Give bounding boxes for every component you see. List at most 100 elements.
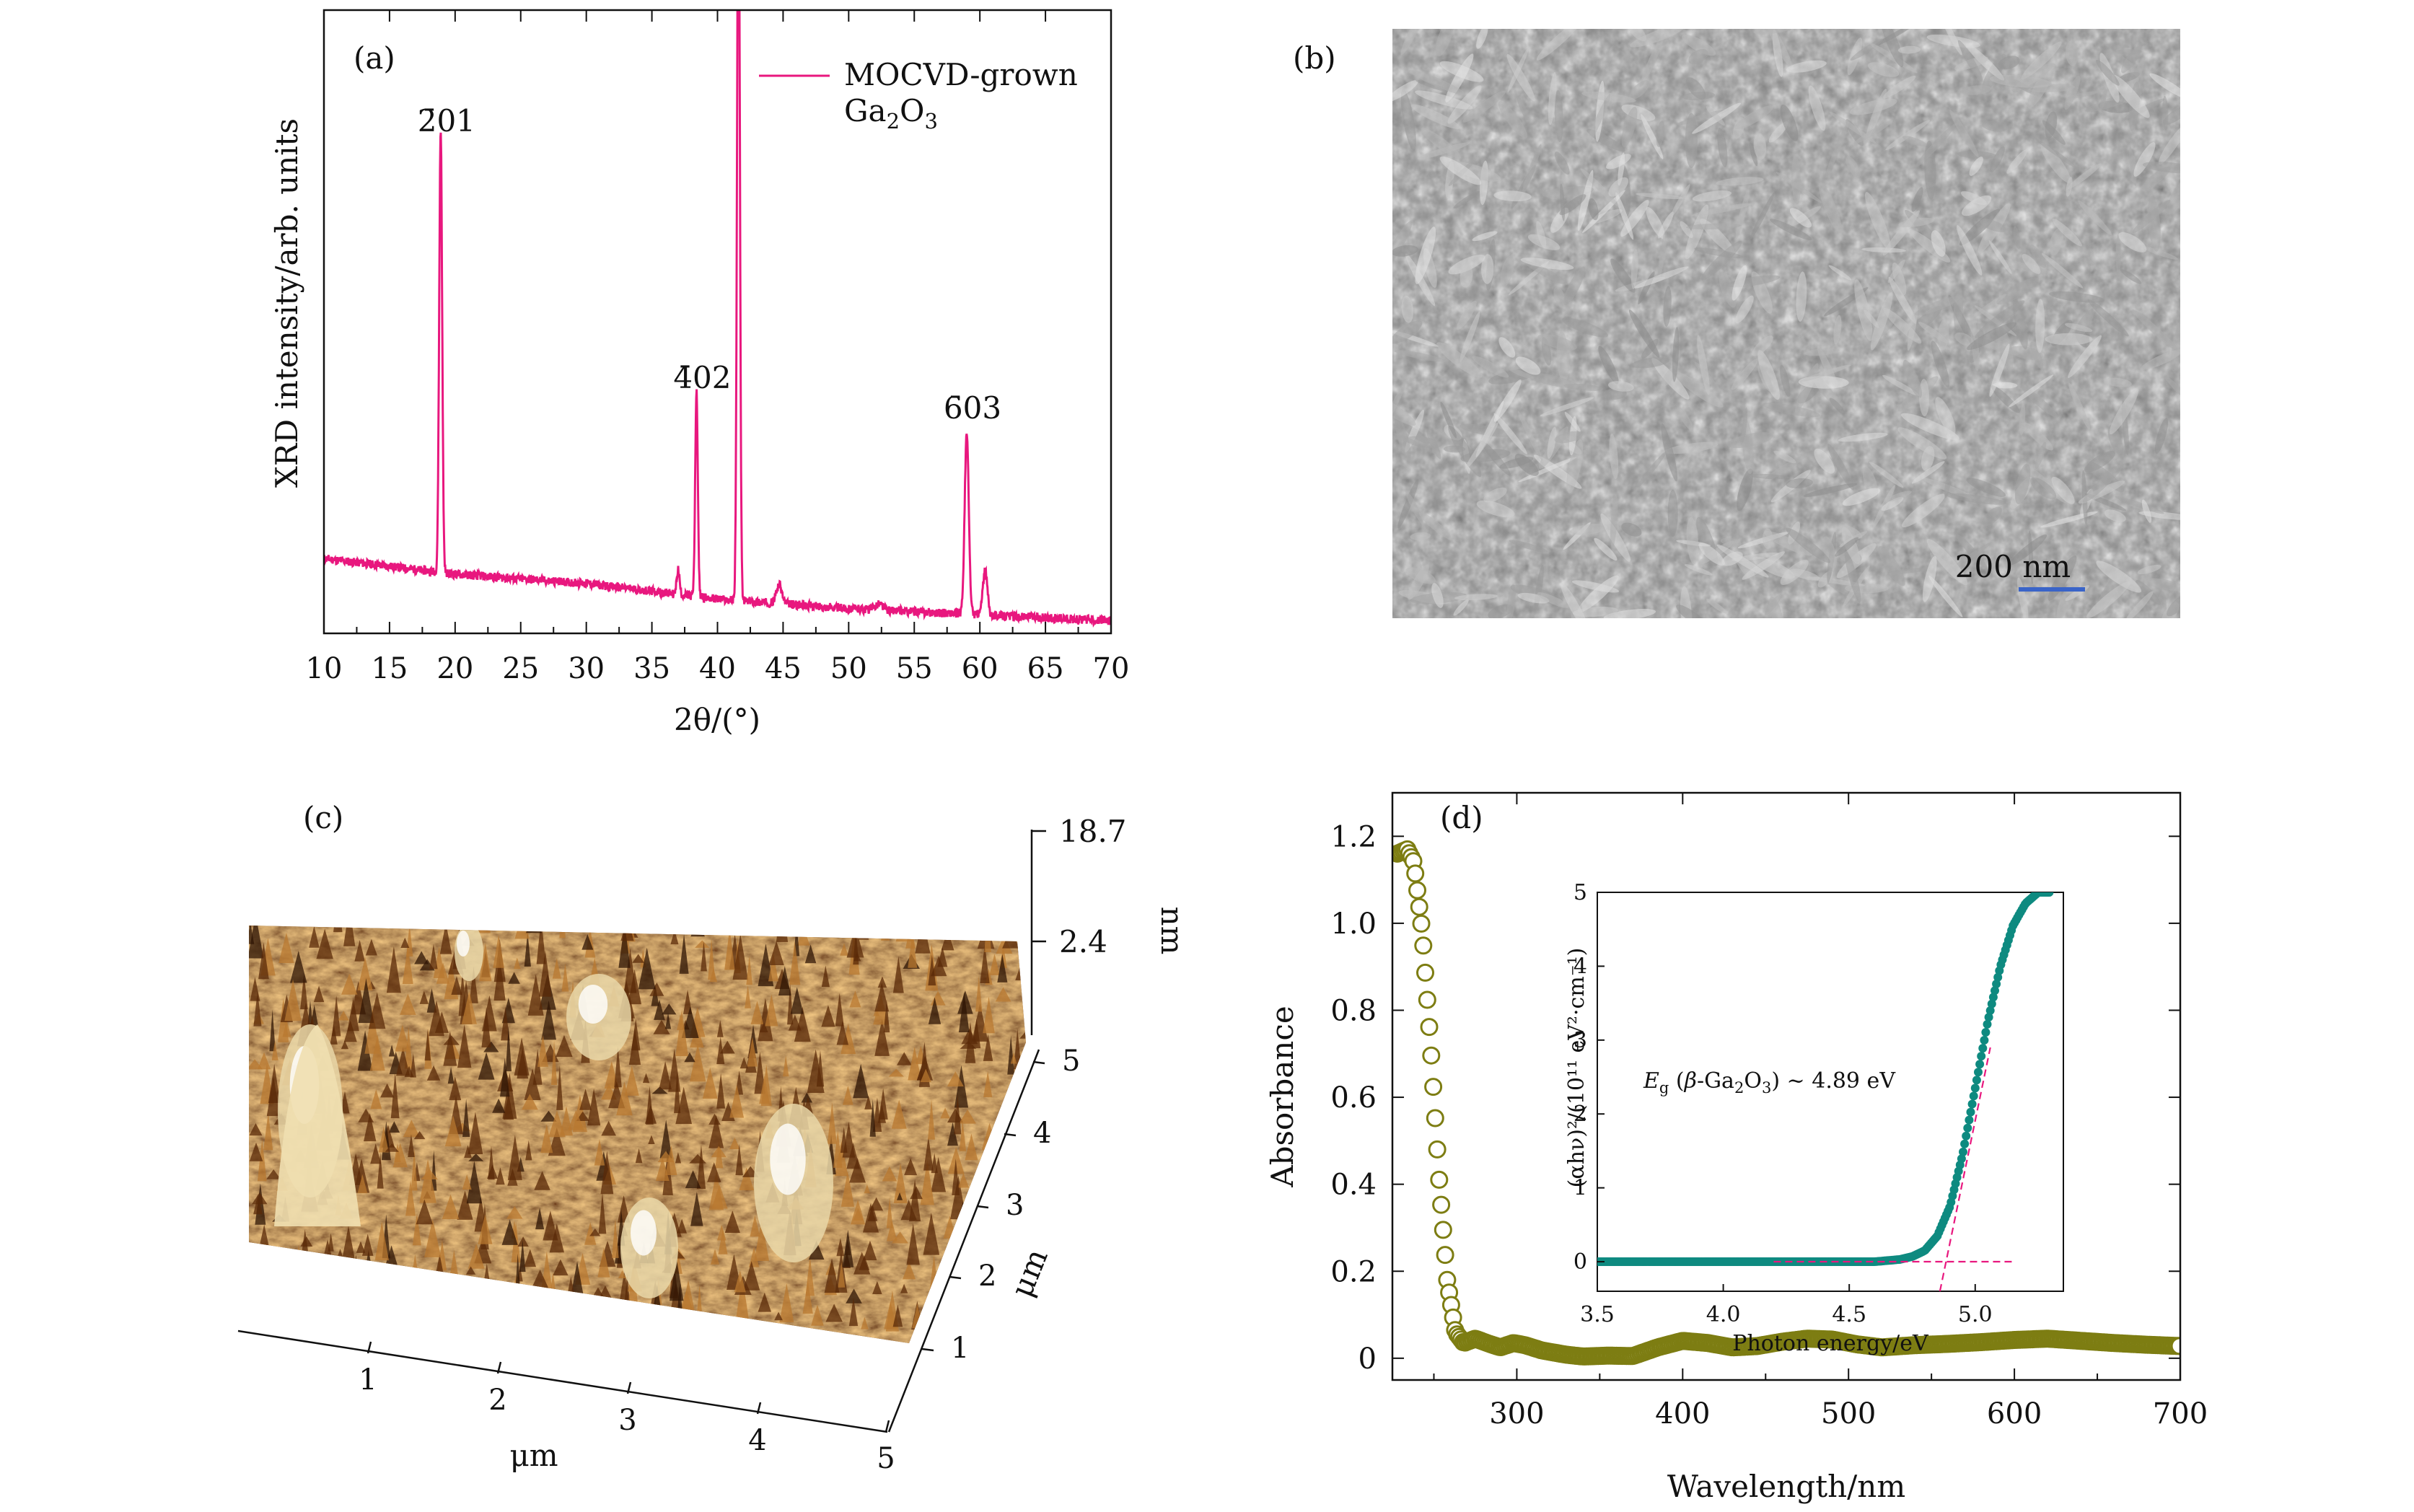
afm-spike (501, 1290, 519, 1327)
sem-grain (2104, 509, 2126, 522)
sem-grain (2115, 49, 2142, 55)
sem-grain (1692, 190, 1732, 202)
afm-spike (343, 926, 356, 946)
sem-grain (1682, 34, 1716, 56)
afm-x-tick (367, 1341, 372, 1354)
sem-grain (2013, 226, 2021, 250)
afm-spike (696, 1144, 706, 1190)
sem-grain (1439, 156, 1482, 185)
sem-grain (1672, 327, 1680, 382)
afm-spike (774, 1311, 783, 1321)
afm-spike (900, 1283, 908, 1293)
afm-spike (249, 1123, 263, 1136)
afm-spike (343, 1270, 354, 1299)
sem-grain (1752, 335, 1773, 356)
inset-edge-fit (1939, 1047, 1991, 1291)
afm-spike (492, 1098, 506, 1113)
afm-spike (677, 1218, 687, 1234)
sem-grain (1472, 231, 1498, 242)
afm-spike (514, 1037, 530, 1076)
sem-grain (1436, 29, 1454, 57)
sem-grain (1559, 194, 1586, 216)
afm-spike (354, 940, 365, 962)
sem-grain (2084, 451, 2115, 472)
afm-spike (867, 1204, 878, 1221)
afm-spike (385, 1143, 399, 1152)
afm-spike (821, 1005, 835, 1027)
sem-grain (1869, 461, 1904, 488)
xrd-x-tick-label: 50 (830, 652, 867, 685)
afm-spike (600, 1151, 614, 1195)
afm-spike (940, 1107, 950, 1119)
sem-grain (1854, 279, 1873, 341)
afm-spike (739, 1167, 755, 1191)
sem-grain (1747, 473, 1790, 480)
sem-grain (2115, 496, 2164, 514)
sem-grain (1716, 177, 1764, 186)
sem-grain (1888, 276, 1917, 324)
sem-grain (1415, 79, 1453, 93)
sem-grain (1640, 33, 1665, 87)
sem-grain (1609, 434, 1619, 480)
sem-grain (2086, 581, 2130, 618)
afm-spike (341, 1040, 349, 1050)
afm-spike (271, 1040, 278, 1060)
sem-grain (1770, 219, 1812, 241)
inset-point (1966, 1107, 1975, 1117)
sem-grain (1548, 71, 1557, 126)
sem-grain (1608, 177, 1628, 197)
sem-grain (1481, 254, 1494, 284)
sem-grain (1518, 457, 1577, 483)
sem-grain (2141, 166, 2171, 190)
inset-y-tick-label: 2 (1574, 1102, 1587, 1127)
xrd-x-tick-label: 15 (371, 652, 408, 685)
inset-annotation: Eg (β-Ga2O3) ~ 4.89 eV (1643, 1068, 1896, 1096)
afm-spike (869, 1197, 884, 1211)
inset-y-tick-label: 5 (1574, 880, 1587, 905)
sem-grain (1915, 296, 1961, 316)
sem-grain (1838, 432, 1888, 442)
afm-spike (754, 1051, 766, 1094)
sem-grain (1869, 43, 1918, 74)
sem-grain (1959, 208, 2001, 246)
afm-spike (808, 1240, 825, 1260)
afm-y-unit: μm (1004, 1244, 1055, 1302)
sem-grain (1663, 286, 1672, 327)
afm-spike (570, 1302, 581, 1316)
afm-spike (743, 1261, 760, 1291)
afm-spike (407, 1287, 425, 1310)
sem-grain (1553, 286, 1566, 307)
sem-grain (1717, 127, 1728, 167)
sem-grain (1762, 528, 1773, 549)
inset-x-axis-label: Photon energy/eV (1732, 1331, 1929, 1356)
sem-grain (2163, 106, 2180, 125)
afm-spike (502, 1073, 517, 1119)
sem-grain (1737, 468, 1753, 511)
afm-spike (390, 1072, 400, 1119)
sem-grain (1907, 305, 1918, 351)
afm-spike (251, 1192, 268, 1205)
afm-spike (506, 1205, 523, 1219)
afm-spike (484, 1281, 499, 1311)
sem-grain (1421, 128, 1461, 159)
sem-grain (1882, 374, 1920, 396)
sem-grain (1694, 247, 1744, 259)
afm-spike (616, 1081, 633, 1116)
afm-spike (576, 1111, 589, 1121)
sem-grain (2141, 349, 2180, 370)
sem-grain (1400, 29, 1426, 56)
abs-point (1420, 1018, 1439, 1037)
sem-grain (1780, 104, 1799, 141)
abs-x-tick-label: 300 (1489, 1397, 1544, 1430)
sem-grain (2035, 441, 2047, 470)
panel-c-afm: 18.7 2.4 nm 1 2 3 4 5 μm 1 2 3 4 5 μm (c) (237, 800, 1190, 1475)
afm-z-unit: nm (1154, 907, 1190, 955)
afm-spike (724, 928, 735, 970)
afm-spike (624, 1065, 639, 1096)
inset-point (1975, 1060, 1985, 1069)
sem-grain (1697, 335, 1710, 395)
afm-spike (410, 1280, 423, 1294)
afm-spike (864, 1095, 872, 1109)
sem-grain (2041, 253, 2084, 289)
sem-grain (1621, 104, 1656, 121)
